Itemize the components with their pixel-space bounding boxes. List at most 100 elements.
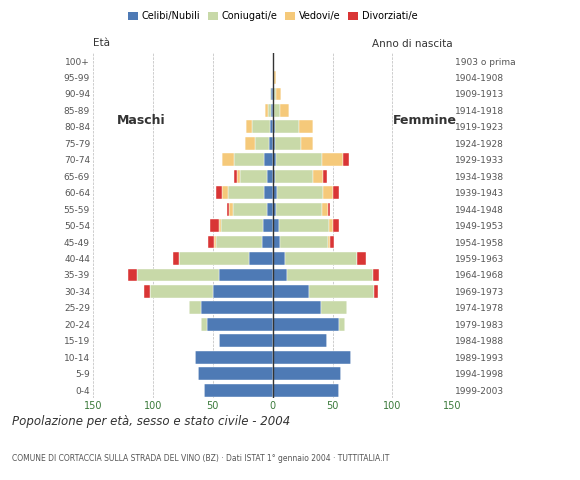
Bar: [276, 203, 322, 216]
Bar: [216, 186, 222, 199]
Bar: [273, 153, 276, 166]
Bar: [287, 268, 374, 281]
Bar: [375, 285, 378, 298]
Bar: [201, 318, 206, 331]
Bar: [273, 268, 287, 281]
Bar: [323, 170, 327, 183]
Text: Femmine: Femmine: [393, 114, 456, 127]
Bar: [237, 170, 240, 183]
Bar: [271, 87, 273, 100]
Bar: [322, 153, 343, 166]
Bar: [269, 137, 273, 150]
Bar: [230, 203, 233, 216]
Bar: [273, 351, 350, 364]
Bar: [219, 335, 273, 347]
Text: Maschi: Maschi: [117, 114, 165, 127]
Bar: [270, 120, 273, 133]
Bar: [150, 285, 213, 298]
Bar: [273, 137, 275, 150]
Bar: [273, 335, 327, 347]
Bar: [274, 104, 280, 117]
Text: Popolazione per età, sesso e stato civile - 2004: Popolazione per età, sesso e stato civil…: [12, 415, 290, 428]
Bar: [275, 120, 299, 133]
Bar: [173, 252, 179, 265]
Bar: [271, 104, 273, 117]
Bar: [278, 219, 329, 232]
Bar: [313, 170, 323, 183]
Bar: [321, 301, 347, 314]
Bar: [332, 186, 339, 199]
Bar: [249, 252, 273, 265]
Bar: [329, 219, 332, 232]
Bar: [128, 268, 137, 281]
Bar: [302, 137, 313, 150]
Bar: [234, 153, 264, 166]
Bar: [208, 236, 214, 249]
Bar: [245, 137, 255, 150]
Bar: [273, 71, 274, 84]
Text: Anno di nascita: Anno di nascita: [372, 39, 452, 48]
Bar: [188, 301, 201, 314]
Bar: [214, 236, 216, 249]
Bar: [273, 203, 276, 216]
Bar: [219, 268, 273, 281]
Bar: [216, 236, 262, 249]
Bar: [204, 384, 273, 396]
Bar: [264, 186, 273, 199]
Bar: [221, 219, 263, 232]
Bar: [240, 170, 267, 183]
Bar: [211, 219, 219, 232]
Bar: [270, 87, 271, 100]
Bar: [328, 203, 330, 216]
Bar: [339, 318, 345, 331]
Bar: [276, 153, 322, 166]
Bar: [252, 120, 270, 133]
Bar: [268, 104, 271, 117]
Bar: [206, 318, 273, 331]
Bar: [255, 137, 269, 150]
Bar: [213, 285, 273, 298]
Bar: [323, 186, 332, 199]
Bar: [280, 236, 328, 249]
Bar: [285, 252, 357, 265]
Bar: [273, 252, 285, 265]
Bar: [330, 236, 334, 249]
Bar: [198, 367, 273, 380]
Bar: [277, 186, 323, 199]
Bar: [229, 186, 264, 199]
Bar: [274, 87, 276, 100]
Bar: [322, 203, 328, 216]
Bar: [273, 120, 275, 133]
Bar: [273, 384, 339, 396]
Bar: [219, 219, 221, 232]
Bar: [275, 170, 313, 183]
Bar: [343, 153, 349, 166]
Bar: [263, 219, 273, 232]
Bar: [273, 219, 278, 232]
Bar: [328, 236, 330, 249]
Bar: [227, 203, 230, 216]
Bar: [273, 170, 275, 183]
Bar: [137, 268, 219, 281]
Bar: [273, 367, 341, 380]
Bar: [299, 120, 313, 133]
Bar: [267, 203, 273, 216]
Bar: [374, 268, 379, 281]
Bar: [280, 104, 289, 117]
Bar: [266, 104, 268, 117]
Bar: [357, 252, 366, 265]
Bar: [262, 236, 273, 249]
Bar: [273, 186, 277, 199]
Bar: [273, 104, 274, 117]
Bar: [195, 351, 273, 364]
Bar: [144, 285, 150, 298]
Bar: [273, 236, 280, 249]
Bar: [273, 318, 339, 331]
Bar: [267, 170, 273, 183]
Bar: [222, 153, 234, 166]
Bar: [273, 87, 274, 100]
Bar: [332, 219, 339, 232]
Bar: [309, 285, 375, 298]
Bar: [222, 186, 229, 199]
Bar: [273, 285, 309, 298]
